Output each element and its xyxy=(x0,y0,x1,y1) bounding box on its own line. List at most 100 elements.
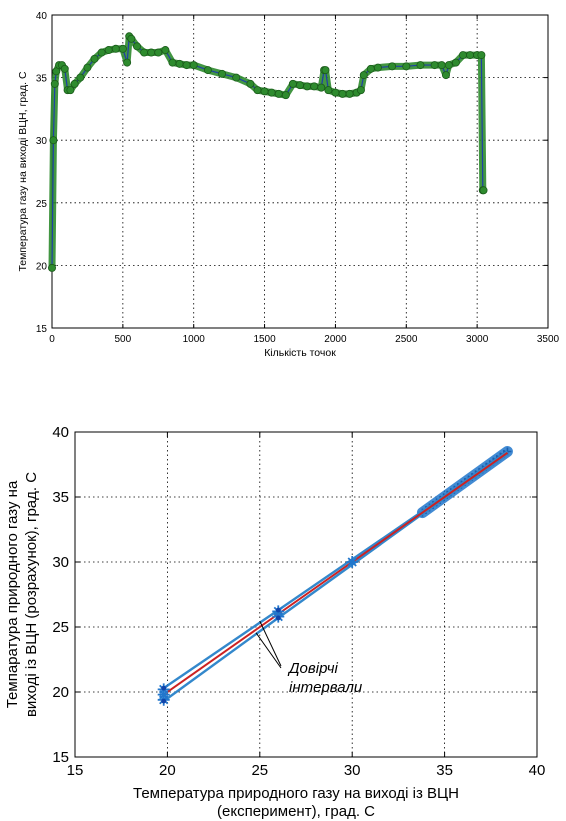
data-point xyxy=(345,89,354,98)
x-axis-label: Температура природного газу на виході із… xyxy=(133,785,459,802)
data-point xyxy=(321,66,330,75)
data-point xyxy=(359,71,368,80)
data-point xyxy=(260,87,269,96)
data-point xyxy=(324,86,333,95)
data-point xyxy=(430,61,439,70)
data-point xyxy=(441,71,450,80)
annotation-text: інтервали xyxy=(289,679,363,696)
data-point xyxy=(317,83,326,92)
x-tick-label: 30 xyxy=(344,762,361,779)
x-tick-label: 1500 xyxy=(253,334,276,345)
data-point xyxy=(147,48,156,57)
data-point xyxy=(189,61,198,70)
interval-end-dot xyxy=(275,607,281,613)
data-point xyxy=(310,82,319,91)
x-tick-label: 1000 xyxy=(183,334,206,345)
data-point xyxy=(203,66,212,75)
y-tick-label: 20 xyxy=(52,684,69,701)
data-point xyxy=(437,61,446,70)
x-tick-label: 2000 xyxy=(324,334,347,345)
x-axis-label: (експеримент), град. С xyxy=(217,803,375,820)
data-point xyxy=(49,136,58,145)
annotation-text: Довірчі xyxy=(287,660,338,677)
plot-frame xyxy=(74,431,538,758)
data-point xyxy=(366,64,375,73)
annotation-leader xyxy=(259,620,282,667)
calc-vs-experiment-scatter-chart: 15 20 25 30 35 40 15 20 25 30 35 40 Довірчі інтервали… xyxy=(4,424,546,820)
plot-area xyxy=(52,15,548,328)
interval-end-dot xyxy=(161,698,167,704)
data-point xyxy=(133,42,142,51)
data-point xyxy=(118,44,127,53)
data-point xyxy=(267,88,276,97)
data-point xyxy=(218,69,227,78)
data-point xyxy=(477,51,486,60)
data-point xyxy=(331,88,340,97)
x-tick-label: 3500 xyxy=(537,334,560,345)
y-tick-label: 30 xyxy=(36,136,48,147)
data-point xyxy=(274,89,283,98)
y-tick-label: 40 xyxy=(52,424,69,441)
data-point xyxy=(458,51,467,60)
y-tick-label: 35 xyxy=(36,74,48,85)
data-point xyxy=(466,51,475,60)
y-tick-label: 25 xyxy=(36,199,48,210)
data-point xyxy=(479,186,488,195)
x-axis-label: Кількість точок xyxy=(264,347,336,359)
data-point xyxy=(140,48,149,57)
data-point xyxy=(182,61,191,70)
data-point xyxy=(295,81,304,90)
data-point xyxy=(76,73,85,82)
data-point xyxy=(288,79,297,88)
data-point xyxy=(90,54,99,63)
data-point xyxy=(123,58,132,67)
data-point xyxy=(253,86,262,95)
x-tick-label: 25 xyxy=(251,762,268,779)
data-point xyxy=(356,86,365,95)
data-point xyxy=(246,79,255,88)
y-tick-label: 25 xyxy=(52,619,69,636)
data-point xyxy=(154,48,163,57)
data-point xyxy=(175,59,184,68)
x-tick-label: 0 xyxy=(49,334,55,345)
data-point xyxy=(60,64,69,73)
y-tick-label: 30 xyxy=(52,554,69,571)
data-point xyxy=(48,263,57,272)
x-tick-label: 40 xyxy=(529,762,546,779)
data-point xyxy=(451,58,460,67)
y-tick-label: 15 xyxy=(36,324,48,335)
data-point-marker xyxy=(346,556,359,568)
data-point xyxy=(97,48,106,57)
data-point xyxy=(50,79,59,88)
x-tick-label: 20 xyxy=(159,762,176,779)
x-tick-label: 15 xyxy=(67,762,84,779)
x-tick-label: 3000 xyxy=(466,334,489,345)
data-point xyxy=(444,61,453,70)
y-tick-label: 35 xyxy=(52,489,69,506)
data-point xyxy=(83,63,92,72)
data-point xyxy=(70,79,79,88)
data-point xyxy=(127,34,136,43)
y-tick-label: 15 xyxy=(52,749,69,766)
data-point xyxy=(303,82,312,91)
y-axis-label: Температура газу на виході ВЦН, град. С xyxy=(17,71,29,271)
y-axis-label: Темпаратура природного газу на xyxy=(4,480,21,708)
data-point xyxy=(373,63,382,72)
y-tick-label: 40 xyxy=(36,11,48,22)
regression-fit-line xyxy=(163,451,509,696)
data-point xyxy=(168,58,177,67)
y-axis-label: виході із ВЦН (розрахунок), град. С xyxy=(23,472,40,717)
interval-end-dot xyxy=(275,615,281,621)
data-point xyxy=(232,73,241,82)
data-point xyxy=(402,62,411,71)
y-tick-label: 20 xyxy=(36,261,48,272)
data-point xyxy=(161,46,170,55)
annotation-leader xyxy=(255,632,282,669)
temperature-line-chart: 0 500 1000 1500 2000 2500 3000 3500 15 20 25 30 35 40… xyxy=(17,11,560,359)
data-point xyxy=(111,44,120,53)
interval-end-dot xyxy=(161,685,167,691)
data-point xyxy=(281,91,290,100)
x-tick-label: 500 xyxy=(115,334,132,345)
data-point xyxy=(66,86,75,95)
data-point xyxy=(104,46,113,55)
